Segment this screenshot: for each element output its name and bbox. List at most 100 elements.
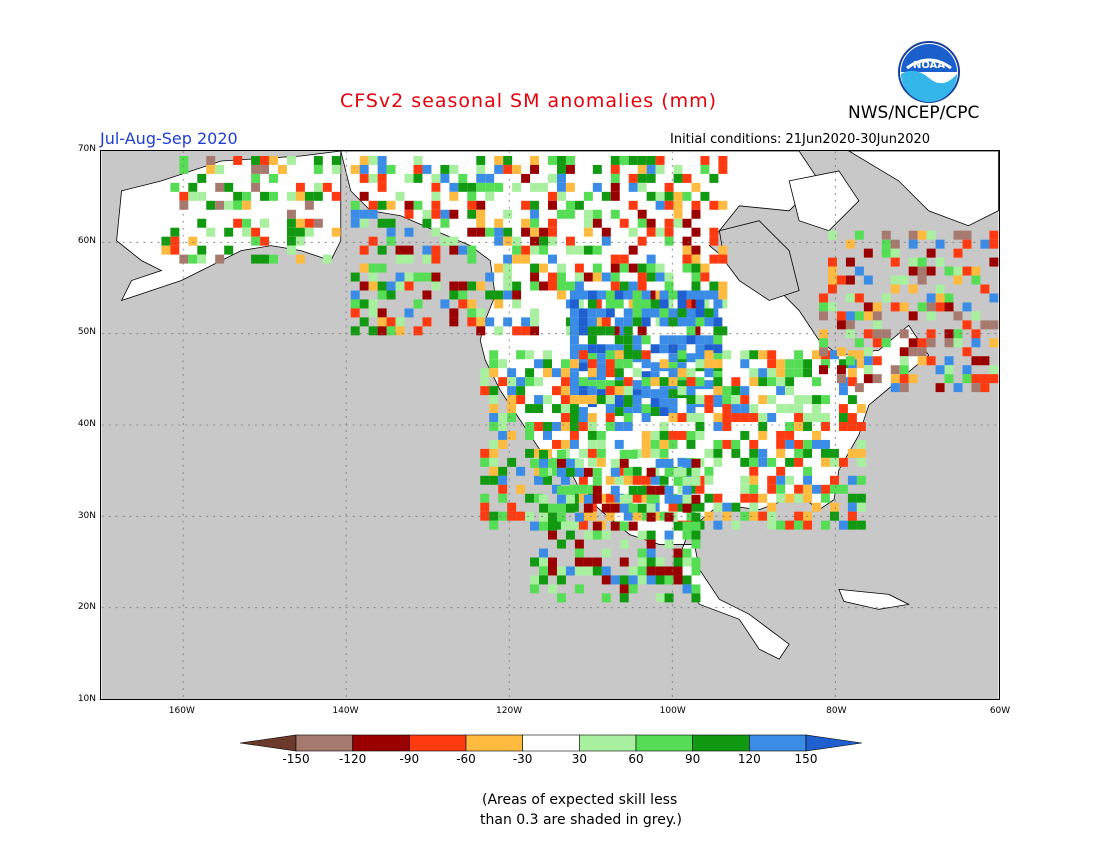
anomaly-cell xyxy=(691,272,701,282)
anomaly-cell xyxy=(971,383,981,393)
anomaly-cell xyxy=(587,511,597,521)
colorbar-tick-label: -120 xyxy=(339,752,367,766)
anomaly-cell xyxy=(863,365,873,375)
anomaly-cell xyxy=(386,290,396,300)
anomaly-cell xyxy=(610,272,620,282)
anomaly-cell xyxy=(713,398,723,408)
anomaly-cell xyxy=(881,338,891,348)
anomaly-cell xyxy=(489,448,499,458)
anomaly-cell xyxy=(722,395,732,405)
anomaly-cell xyxy=(803,439,813,449)
anomaly-cell xyxy=(583,272,593,282)
anomaly-cell xyxy=(713,377,723,387)
anomaly-cell xyxy=(776,359,786,369)
anomaly-cell xyxy=(713,359,723,369)
anomaly-cell xyxy=(700,191,710,201)
anomaly-cell xyxy=(331,191,341,201)
anomaly-cell xyxy=(476,281,486,291)
anomaly-cell xyxy=(548,200,557,210)
anomaly-cell xyxy=(413,272,423,282)
anomaly-cell xyxy=(953,329,963,339)
anomaly-cell xyxy=(569,386,579,396)
anomaly-cell xyxy=(534,377,544,387)
anomaly-cell xyxy=(641,493,651,503)
anomaly-cell xyxy=(847,502,857,512)
anomaly-cell xyxy=(503,155,513,165)
anomaly-cell xyxy=(637,281,647,291)
anomaly-cell xyxy=(691,494,701,504)
anomaly-cell xyxy=(722,511,732,521)
anomaly-cell xyxy=(700,299,710,309)
anomaly-cell xyxy=(691,566,701,576)
anomaly-cell xyxy=(530,458,540,468)
anomaly-cell xyxy=(543,475,552,485)
anomaly-cell xyxy=(926,356,936,366)
anomaly-cell xyxy=(596,362,606,372)
anomaly-cell xyxy=(458,173,468,183)
anomaly-cell xyxy=(709,290,719,300)
anomaly-cell xyxy=(404,272,414,282)
anomaly-cell xyxy=(574,458,584,468)
anomaly-cell xyxy=(467,308,477,318)
anomaly-cell xyxy=(713,439,723,449)
anomaly-cell xyxy=(565,494,575,504)
anomaly-cell xyxy=(179,164,189,174)
anomaly-cell xyxy=(583,557,593,567)
anomaly-cell xyxy=(610,263,620,273)
anomaly-cell xyxy=(962,302,972,312)
anomaly-cell xyxy=(854,293,864,303)
anomaly-cell xyxy=(803,413,813,423)
anomaly-cell xyxy=(480,448,490,458)
anomaly-cell xyxy=(758,413,768,423)
anomaly-cell xyxy=(569,344,579,354)
anomaly-cell xyxy=(758,395,768,405)
anomaly-cell xyxy=(704,350,714,360)
anomaly-cell xyxy=(962,320,972,330)
anomaly-cell xyxy=(534,466,544,476)
season-label: Jul-Aug-Sep 2020 xyxy=(100,129,238,148)
anomaly-cell xyxy=(583,530,593,540)
anomaly-cell xyxy=(856,520,866,530)
anomaly-cell xyxy=(709,173,719,183)
anomaly-cell xyxy=(632,344,642,354)
anomaly-cell xyxy=(944,329,954,339)
lat-label: 10N xyxy=(77,694,96,704)
anomaly-cell xyxy=(498,466,508,476)
anomaly-cell xyxy=(359,155,369,165)
anomaly-cell xyxy=(641,430,651,440)
colorbar-tick-label: 30 xyxy=(571,752,587,766)
anomaly-cell xyxy=(785,475,795,485)
anomaly-cell xyxy=(578,362,588,372)
anomaly-cell xyxy=(709,200,719,210)
anomaly-cell xyxy=(170,245,180,255)
anomaly-cell xyxy=(686,404,696,414)
anomaly-cell xyxy=(494,290,504,300)
anomaly-cell xyxy=(556,173,566,183)
anomaly-cell xyxy=(641,371,651,381)
anomaly-cell xyxy=(569,430,579,440)
anomaly-cell xyxy=(507,368,517,378)
anomaly-cell xyxy=(731,377,741,387)
anomaly-cell xyxy=(668,398,678,408)
anomaly-cell xyxy=(539,245,549,255)
anomaly-cell xyxy=(251,236,261,246)
anomaly-cell xyxy=(404,200,414,210)
anomaly-cell xyxy=(494,164,504,174)
anomaly-cell xyxy=(686,466,696,476)
anomaly-cell xyxy=(458,281,468,291)
anomaly-cell xyxy=(592,494,602,504)
anomaly-cell xyxy=(668,353,678,363)
anomaly-cell xyxy=(749,448,759,458)
anomaly-cell xyxy=(377,173,387,183)
anomaly-cell xyxy=(596,353,606,363)
anomaly-cell xyxy=(659,475,669,485)
anomaly-cell xyxy=(673,557,683,567)
anomaly-cell xyxy=(659,299,669,309)
anomaly-cell xyxy=(534,493,544,503)
anomaly-cell xyxy=(673,209,683,219)
anomaly-cell xyxy=(628,200,638,210)
anomaly-cell xyxy=(695,502,705,512)
anomaly-cell xyxy=(722,404,732,414)
anomaly-cell xyxy=(539,449,549,459)
anomaly-cell xyxy=(525,493,535,503)
